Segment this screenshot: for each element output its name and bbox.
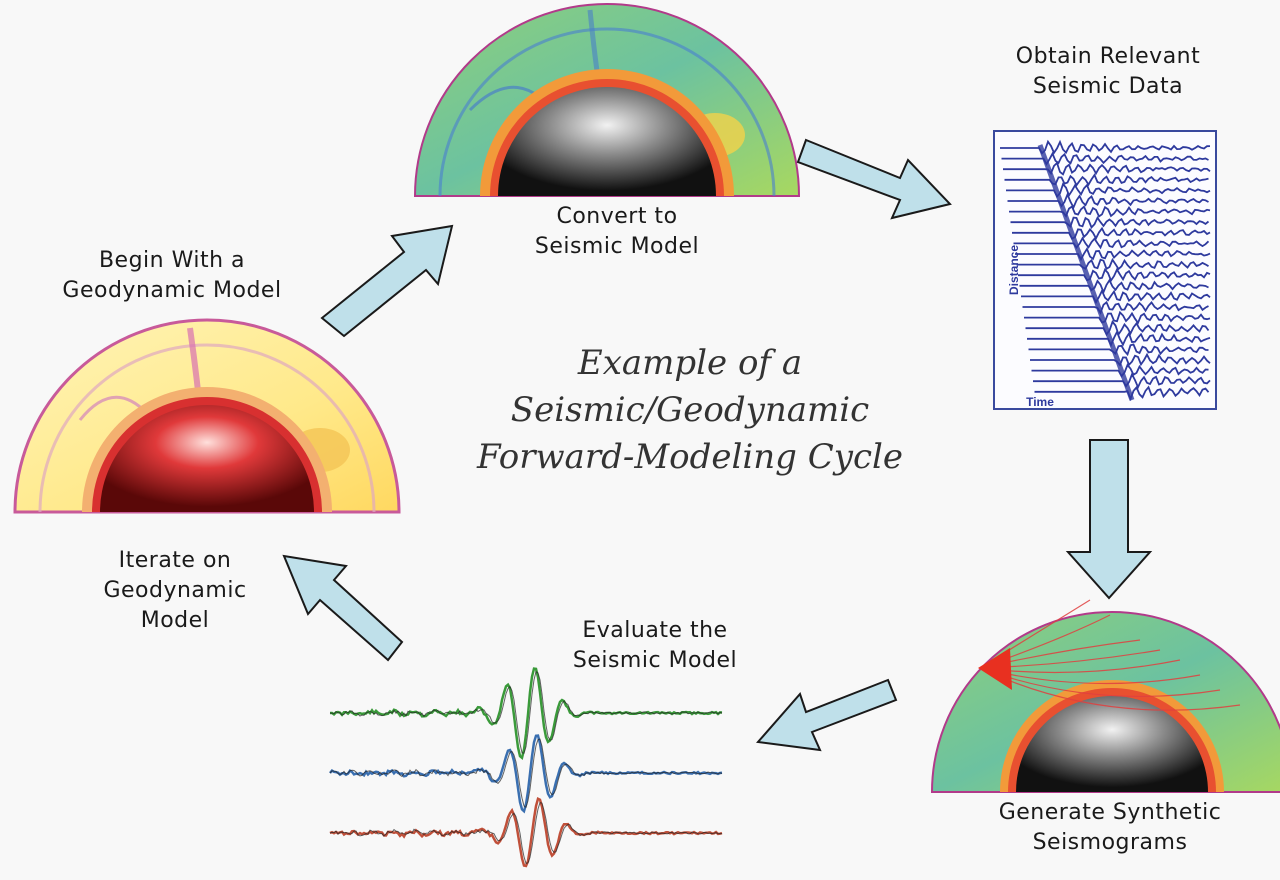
label-evaluate-line2: Seismic Model (572, 648, 738, 673)
seismic-trace (1034, 385, 1210, 402)
seismic-trace (1033, 372, 1211, 390)
title-line3: Forward-Modeling Cycle (477, 437, 903, 477)
seismic-trace (1019, 278, 1209, 295)
seismic-trace (1010, 216, 1210, 230)
seismic-trace (1018, 267, 1211, 283)
label-obtain: Obtain Relevant Seismic Data (978, 42, 1238, 102)
label-obtain-line1: Obtain Relevant (1015, 44, 1201, 69)
seismic-trace (1004, 173, 1209, 187)
label-begin-line2: Geodynamic Model (62, 278, 282, 303)
seismic-trace (1007, 192, 1209, 210)
arrow-evaluate-to-iterate (282, 554, 404, 662)
seismic-trace (1021, 288, 1211, 305)
arrow-convert-to-obtain (796, 138, 952, 220)
title-line1: Example of a (577, 343, 803, 383)
seismic-model-globe (413, 3, 801, 197)
geodynamic-model-globe (13, 318, 401, 514)
label-evaluate: Evaluate the Seismic Model (520, 616, 790, 676)
seismic-trace (1016, 257, 1209, 271)
title-line2: Seismic/Geodynamic (510, 390, 870, 430)
label-iterate-line2: Geodynamic (103, 578, 247, 603)
label-convert-line1: Convert to (556, 204, 678, 229)
seismic-trace (1022, 300, 1209, 315)
seismic-trace (1028, 343, 1209, 357)
seismic-traces (1000, 139, 1211, 402)
seismic-trace (1001, 151, 1209, 166)
diagram-title: Example of a Seismic/Geodynamic Forward-… (440, 340, 940, 481)
arrow-begin-to-convert (320, 224, 454, 338)
arrow-generate-to-evaluate (756, 678, 898, 752)
seismic-trace (1000, 139, 1211, 155)
seismic-trace (1012, 226, 1211, 241)
seismic-trace (1003, 161, 1211, 176)
label-generate-line2: Seismograms (1032, 830, 1188, 855)
seismic-trace (1009, 205, 1211, 218)
label-convert: Convert to Seismic Model (507, 202, 727, 262)
label-generate-line1: Generate Synthetic (998, 800, 1222, 825)
plot-xlabel: Time (1026, 395, 1054, 409)
seismic-trace (1024, 310, 1211, 325)
label-evaluate-line1: Evaluate the (582, 618, 728, 643)
seismic-trace (1015, 246, 1211, 262)
label-iterate-line3: Model (140, 608, 210, 633)
arrow-obtain-to-generate (1065, 439, 1153, 600)
seismic-data-plot: Distance Time (993, 130, 1217, 410)
label-iterate: Iterate on Geodynamic Model (60, 546, 290, 636)
seismic-trace (1006, 182, 1211, 199)
label-obtain-line2: Seismic Data (1032, 74, 1184, 99)
label-generate: Generate Synthetic Seismograms (955, 798, 1265, 858)
seismic-trace (1027, 329, 1211, 348)
plot-ylabel: Distance (1007, 245, 1021, 295)
label-convert-line2: Seismic Model (534, 234, 700, 259)
label-iterate-line1: Iterate on (118, 548, 232, 573)
comparison-seismograms (329, 667, 723, 868)
synthetic-seismogram-globe (930, 599, 1280, 793)
label-begin: Begin With a Geodynamic Model (22, 246, 322, 306)
label-begin-line1: Begin With a (98, 248, 246, 273)
seismic-trace (1013, 236, 1210, 250)
green-trace (330, 667, 723, 761)
